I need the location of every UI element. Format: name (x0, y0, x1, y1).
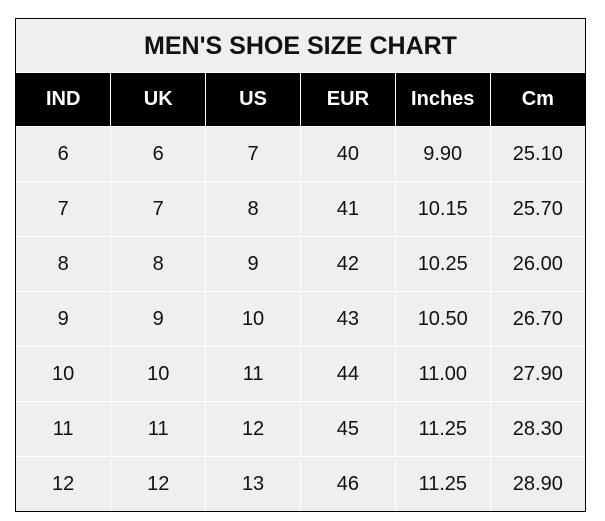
table-cell: 10.50 (394, 291, 491, 347)
header-row: IND UK US EUR Inches Cm (16, 72, 585, 127)
table-cell: 9 (16, 291, 112, 347)
table-cell: 28.90 (489, 456, 585, 511)
table-row: 6 6 7 40 9.90 25.10 (16, 126, 585, 182)
table-cell: 8 (110, 236, 207, 292)
table-cell: 11 (110, 401, 207, 457)
table-cell: 8 (205, 181, 301, 237)
table-row: 8 8 9 42 10.25 26.00 (16, 236, 585, 292)
column-header: IND (16, 72, 112, 127)
chart-title: MEN'S SHOE SIZE CHART (144, 32, 457, 60)
table-cell: 7 (16, 181, 112, 237)
table-row: 7 7 8 41 10.15 25.70 (16, 181, 585, 237)
table-cell: 9 (205, 236, 301, 292)
table-cell: 41 (299, 181, 396, 237)
table-row: 12 12 13 46 11.25 28.90 (16, 456, 585, 511)
table-cell: 26.00 (489, 236, 585, 292)
table-cell: 25.10 (489, 126, 585, 182)
table-cell: 11 (16, 401, 112, 457)
table-cell: 25.70 (489, 181, 585, 237)
column-header: Inches (394, 72, 491, 127)
table-cell: 12 (16, 456, 112, 511)
table-cell: 7 (205, 126, 301, 182)
size-chart: MEN'S SHOE SIZE CHART IND UK US EUR Inches Cm… (15, 18, 586, 512)
table-cell: 6 (16, 126, 112, 182)
table-cell: 42 (299, 236, 396, 292)
table-row: 9 9 10 43 10.50 26.70 (16, 291, 585, 347)
table-cell: 12 (205, 401, 301, 457)
table-cell: 46 (299, 456, 396, 511)
table-cell: 9.90 (394, 126, 491, 182)
table-row: 10 10 11 44 11.00 27.90 (16, 346, 585, 402)
table-cell: 8 (16, 236, 112, 292)
table-cell: 10.25 (394, 236, 491, 292)
table-cell: 11.25 (394, 456, 491, 511)
table-cell: 10.15 (394, 181, 491, 237)
table-cell: 11 (205, 346, 301, 402)
table-cell: 7 (110, 181, 207, 237)
table-cell: 28.30 (489, 401, 585, 457)
table-cell: 10 (205, 291, 301, 347)
table-cell: 13 (205, 456, 301, 511)
size-table: IND UK US EUR Inches Cm 6 6 7 40 9.90 25.10 7 7 8 41 10… (16, 72, 585, 511)
table-cell: 45 (299, 401, 396, 457)
table-cell: 40 (299, 126, 396, 182)
table-cell: 11.25 (394, 401, 491, 457)
column-header: UK (110, 72, 207, 127)
table-row: 11 11 12 45 11.25 28.30 (16, 401, 585, 457)
column-header: EUR (299, 72, 396, 127)
table-cell: 10 (110, 346, 207, 402)
column-header: US (205, 72, 301, 127)
table-cell: 27.90 (489, 346, 585, 402)
table-cell: 10 (16, 346, 112, 402)
table-cell: 26.70 (489, 291, 585, 347)
table-cell: 9 (110, 291, 207, 347)
column-header: Cm (489, 72, 585, 127)
table-cell: 43 (299, 291, 396, 347)
table-cell: 11.00 (394, 346, 491, 402)
table-cell: 12 (110, 456, 207, 511)
table-cell: 6 (110, 126, 207, 182)
table-cell: 44 (299, 346, 396, 402)
